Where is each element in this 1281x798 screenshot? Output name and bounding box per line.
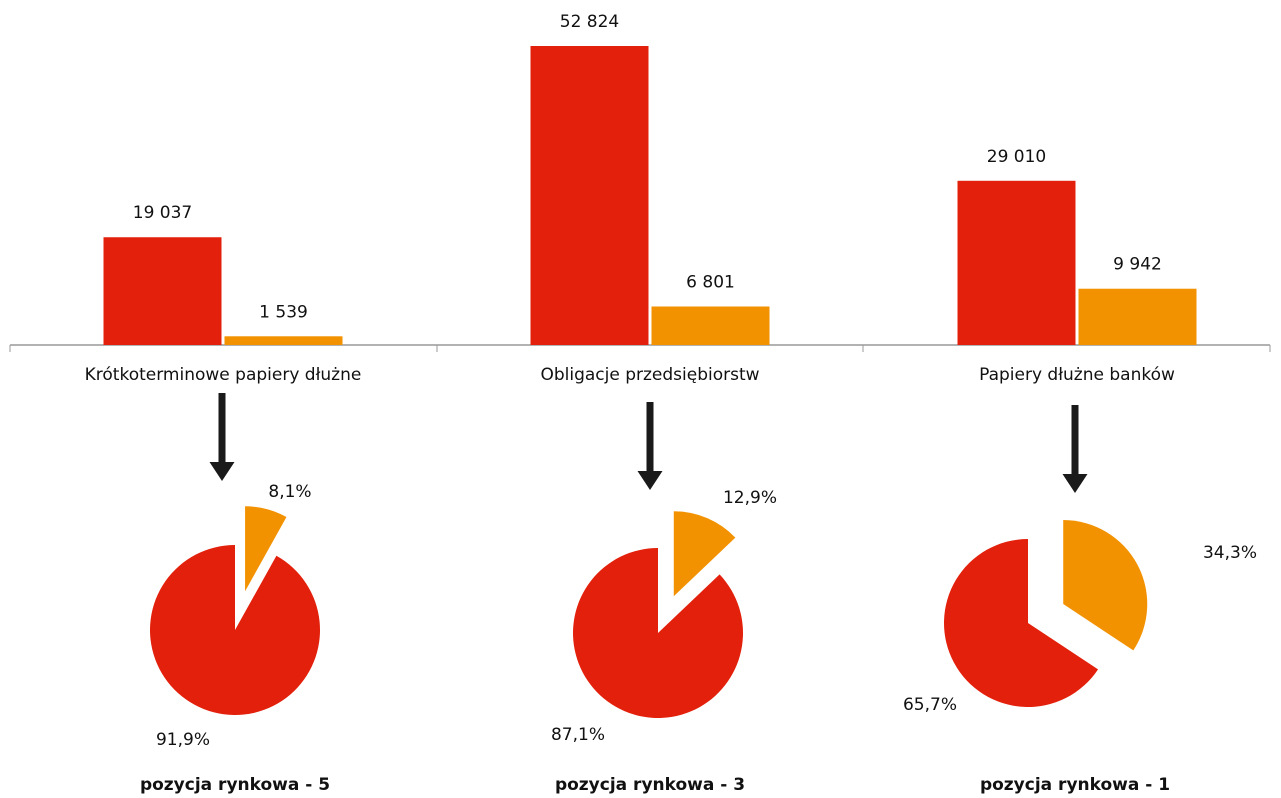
annotation: pozycja rynkowa - 3 — [555, 775, 745, 795]
pie-slice — [944, 539, 1099, 707]
bar — [1078, 288, 1197, 345]
arrow — [1062, 405, 1088, 493]
value-label: 52 824 — [560, 12, 619, 32]
slice-label: 12,9% — [723, 488, 777, 508]
bar — [103, 237, 222, 345]
arrow — [637, 402, 663, 490]
annotation: pozycja rynkowa - 1 — [980, 775, 1170, 795]
slice-label: 34,3% — [1203, 543, 1257, 563]
slice-label: 8,1% — [268, 482, 311, 502]
bar — [530, 46, 649, 345]
value-label: 6 801 — [686, 273, 735, 293]
bar — [957, 180, 1076, 345]
bar — [224, 336, 343, 345]
x-tick-label: Papiery dłużne banków — [979, 365, 1175, 385]
arrows — [209, 393, 1088, 493]
value-label: 19 037 — [133, 203, 192, 223]
slice-label: 87,1% — [551, 725, 605, 745]
pie-slice — [149, 545, 320, 715]
value-label: 9 942 — [1113, 255, 1162, 275]
slice-label: 65,7% — [903, 695, 957, 715]
slice-label: 91,9% — [156, 730, 210, 750]
value-label: 1 539 — [259, 302, 308, 322]
annotation: pozycja rynkowa - 5 — [140, 775, 330, 795]
pie-slice — [673, 511, 736, 597]
pie-slice — [245, 506, 287, 592]
bar — [651, 306, 770, 345]
pie-slice — [1063, 520, 1148, 651]
x-tick-label: Obligacje przedsiębiorstw — [540, 365, 759, 385]
x-tick-label: Krótkoterminowe papiery dłużne — [85, 365, 362, 385]
pie-slice — [572, 548, 743, 718]
arrow — [209, 393, 235, 481]
value-label: 29 010 — [987, 147, 1046, 167]
